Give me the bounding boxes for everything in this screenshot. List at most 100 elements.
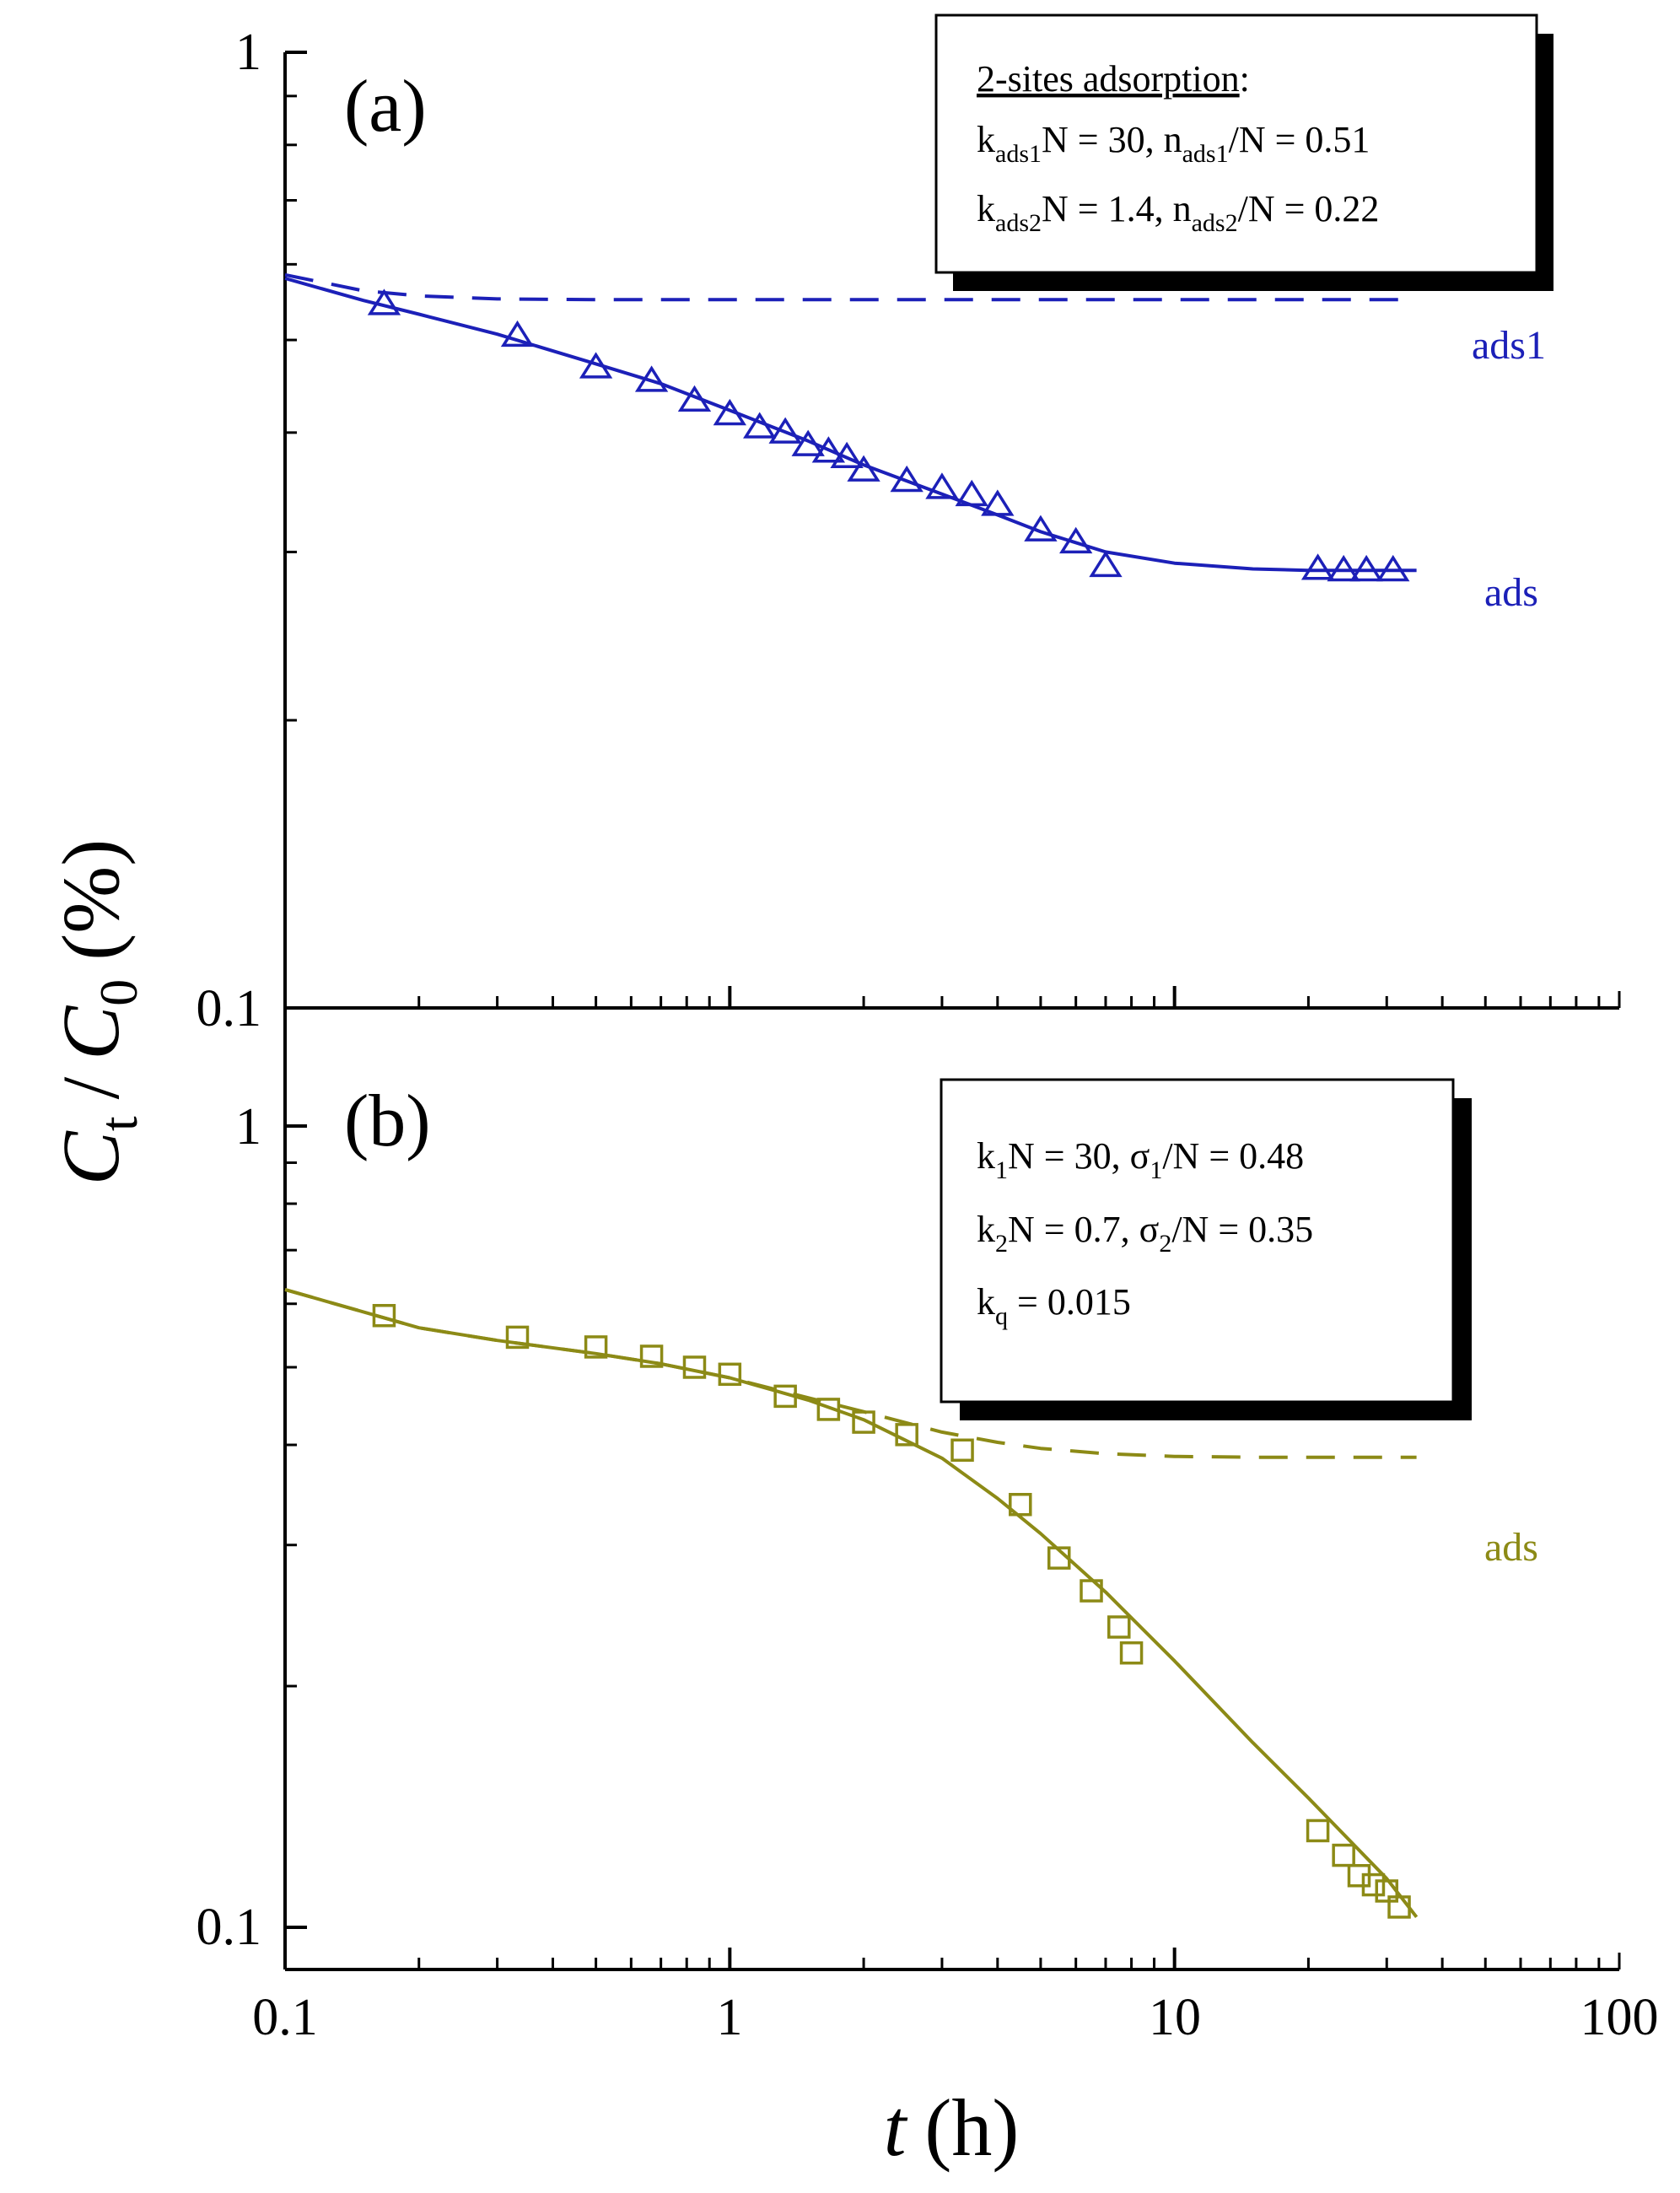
panel-b-data-point — [584, 1335, 608, 1359]
panel-a-data-point — [890, 465, 923, 493]
panel-a-curve-label-ads: ads — [1484, 570, 1538, 615]
y-axis-title-c2: C — [46, 1005, 136, 1060]
panel-b-data-point — [1009, 1493, 1032, 1517]
panel-a-y-ticks — [285, 51, 307, 1010]
panel-a-data-point — [955, 479, 988, 507]
panel-a-data-point — [1300, 553, 1335, 580]
box-b-line-3-seg-1: q — [995, 1302, 1008, 1330]
panel-a-data-point — [500, 320, 535, 348]
panel-b-box-line-1: k1N = 30, σ1/N = 0.48 — [977, 1135, 1304, 1184]
panel-b-data-point — [852, 1410, 875, 1434]
panel-b-data-point — [950, 1438, 974, 1463]
y-axis-title-c1: C — [46, 1130, 136, 1185]
panel-b: 1 0.1 (b) k1N = 30, σ1/N = 0.48 k2N = 0.… — [197, 1008, 1538, 1969]
panel-a-curves — [284, 272, 1417, 573]
y-axis-title: Ct/C0(%) — [46, 839, 148, 1185]
panel-a-markers — [367, 288, 1410, 582]
panel-b-curves — [284, 1287, 1419, 1919]
xtick-label-1: 1 — [717, 1989, 743, 2046]
box-b-line-2-seg-2: N = 0.7, σ — [1008, 1209, 1160, 1250]
panel-a-data-point — [367, 288, 401, 315]
panel-b-data-point — [1107, 1615, 1131, 1639]
x-axis-title: t (h) — [884, 2083, 1020, 2173]
panel-a-curve-dashed-ads1 — [284, 272, 1417, 302]
y-axis-title-sub2: 0 — [89, 979, 148, 1006]
box-a-line-2-seg-0: k — [977, 188, 995, 229]
box-b-line-1-seg-3: 1 — [1150, 1156, 1162, 1184]
panel-a-data-point — [634, 365, 669, 392]
panel-a-data-point — [847, 455, 880, 482]
panel-b-data-point — [773, 1384, 797, 1409]
panel-a-data-point — [1327, 554, 1360, 582]
box-a-line-1-seg-3: ads1 — [1182, 140, 1229, 168]
panel-a-data-point — [830, 441, 864, 469]
panel-a-data-point — [1089, 550, 1123, 578]
box-b-line-2-seg-3: 2 — [1159, 1230, 1171, 1258]
panel-b-y-ticks — [285, 1124, 307, 1929]
panel-b-box-line-2: k2N = 0.7, σ2/N = 0.35 — [977, 1209, 1313, 1258]
box-b-line-1-seg-1: 1 — [995, 1156, 1008, 1184]
box-b-line-1-seg-4: /N = 0.48 — [1162, 1135, 1304, 1177]
panel-b-ytick-label-1: 1 — [235, 1098, 261, 1156]
box-a-line-2-seg-3: ads2 — [1192, 209, 1238, 237]
panel-b-data-point — [1306, 1819, 1330, 1843]
y-axis-title-sub1: t — [89, 1116, 148, 1131]
box-b-line-3-seg-0: k — [977, 1281, 995, 1323]
x-axis-ticks — [283, 1948, 1601, 1969]
x-axis-title-var: t — [884, 2083, 908, 2173]
box-a-line-1-seg-2: N = 30, n — [1042, 119, 1182, 160]
panel-a-data-point — [1059, 526, 1093, 554]
panel-b-label: (b) — [344, 1080, 431, 1162]
panel-a-data-point — [1376, 554, 1410, 582]
box-b-line-1-seg-2: N = 30, σ — [1008, 1135, 1150, 1177]
box-a-line-1-seg-0: k — [977, 119, 995, 160]
box-a-line-2-seg-1: ads2 — [995, 209, 1042, 237]
panel-b-data-point — [1080, 1579, 1103, 1603]
panel-a-data-point — [677, 385, 712, 412]
xtick-label-10: 10 — [1149, 1989, 1201, 2046]
panel-b-curve-label-ads: ads — [1484, 1525, 1538, 1570]
panel-a-data-point — [811, 436, 846, 463]
panel-a-label: (a) — [344, 66, 427, 148]
panel-b-data-point — [505, 1325, 530, 1350]
panel-a-data-point — [1349, 554, 1383, 582]
panel-a-box-heading: 2-sites adsorption: — [977, 58, 1250, 100]
panel-b-data-point — [1047, 1546, 1071, 1570]
panel-a-curve-label-ads1: ads1 — [1472, 323, 1546, 368]
panel-b-data-point — [1119, 1641, 1144, 1665]
panel-a-box-line-1: kads1N = 30, nads1/N = 0.51 — [977, 119, 1370, 168]
panel-b-box — [940, 1078, 1455, 1404]
panel-b-box-line-3: kq = 0.015 — [977, 1281, 1131, 1330]
panel-b-markers — [372, 1303, 1411, 1919]
box-b-line-2-seg-0: k — [977, 1209, 995, 1250]
divider-x-ticks — [283, 986, 1601, 1008]
xtick-label-0.1: 0.1 — [252, 1989, 318, 2046]
box-a-line-2-seg-4: /N = 0.22 — [1238, 188, 1380, 229]
panel-a-data-point — [743, 412, 777, 439]
y-axis-title-unit: (%) — [46, 839, 136, 961]
panel-a-box — [934, 13, 1538, 274]
box-a-line-1-seg-1: ads1 — [995, 140, 1042, 168]
panel-a-curve-solid-ads — [284, 277, 1417, 573]
panel-a: 1 0.1 (a) 2-sites adsorption: kads1N = 3… — [197, 13, 1553, 1037]
box-b-line-1-seg-0: k — [977, 1135, 995, 1177]
panel-a-box-heading-text: 2-sites adsorption — [977, 58, 1240, 100]
box-b-line-2-seg-1: 2 — [995, 1230, 1008, 1258]
box-a-line-1-seg-4: /N = 0.51 — [1229, 119, 1370, 160]
panel-a-data-point — [1024, 515, 1058, 542]
y-axis-title-slash: / — [46, 1076, 136, 1099]
panel-b-data-point — [1332, 1843, 1355, 1867]
panel-a-box-heading-colon: : — [1240, 58, 1250, 100]
panel-a-data-point — [768, 417, 802, 444]
panel-b-data-point — [718, 1362, 742, 1387]
panel-a-data-point — [925, 472, 959, 499]
panel-a-box-line-2: kads2N = 1.4, nads2/N = 0.22 — [977, 188, 1379, 237]
x-axis-title-unit: (h) — [924, 2083, 1019, 2173]
panel-a-ytick-label-0: 0.1 — [197, 980, 262, 1037]
panel-b-data-point — [372, 1303, 396, 1328]
panel-b-curve-dashed-ads — [284, 1287, 1417, 1459]
panel-b-data-point — [1361, 1872, 1386, 1897]
panel-a-data-point — [981, 489, 1015, 516]
box-a-line-2-seg-2: N = 1.4, n — [1042, 188, 1192, 229]
